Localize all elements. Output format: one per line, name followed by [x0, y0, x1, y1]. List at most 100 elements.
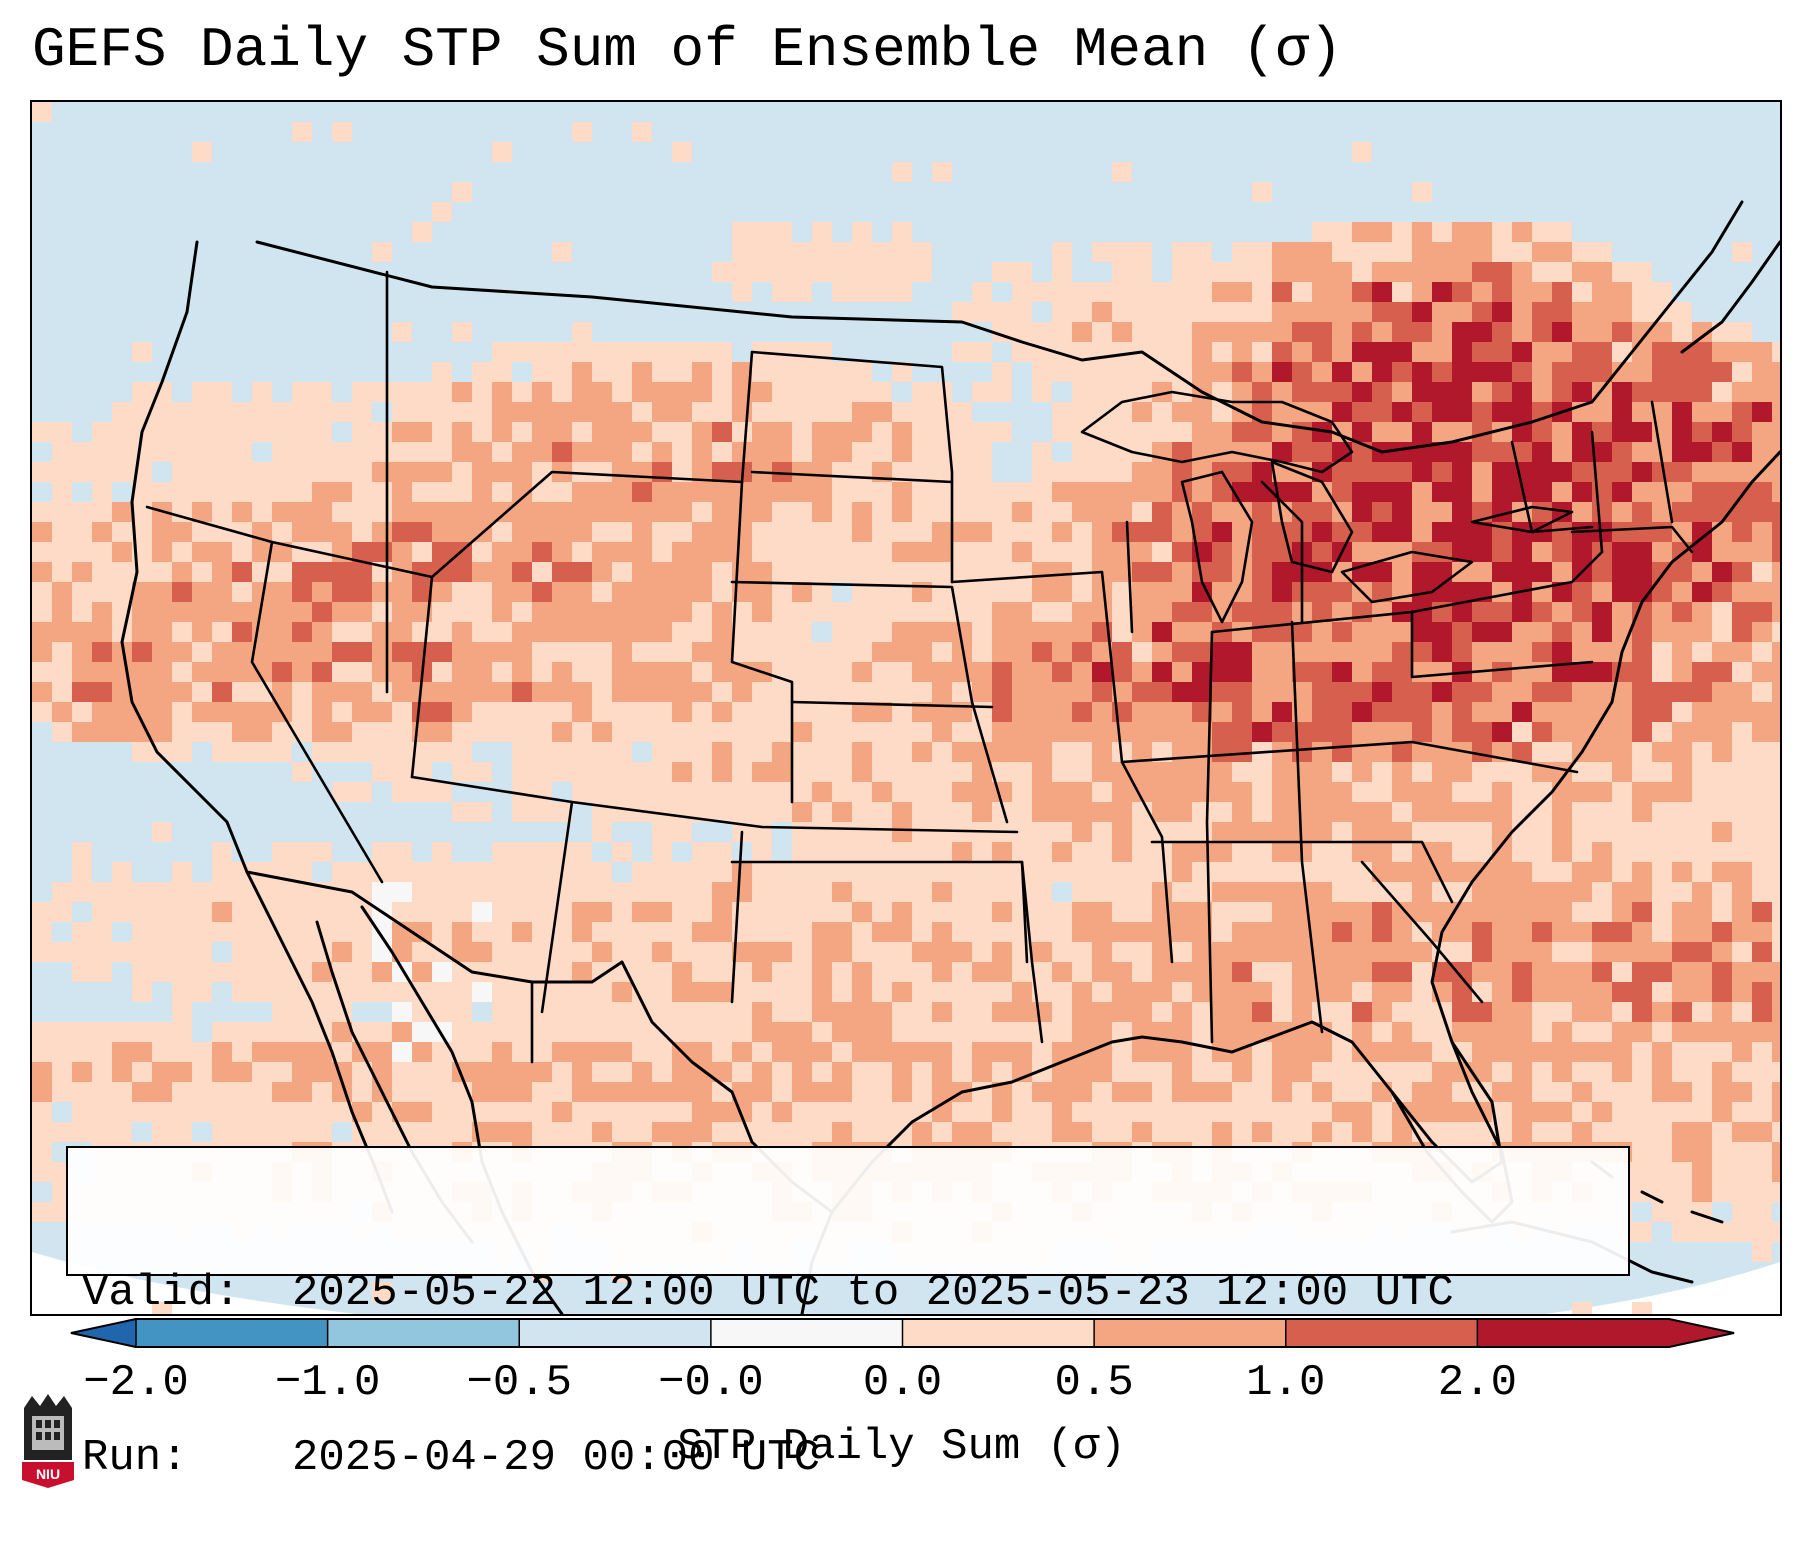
anomaly-cell [112, 582, 132, 602]
anomaly-cell [132, 482, 152, 502]
anomaly-cell [1552, 882, 1572, 902]
anomaly-cell [172, 482, 192, 502]
anomaly-cell [192, 722, 212, 742]
anomaly-cell [552, 802, 572, 822]
anomaly-cell [472, 862, 492, 882]
anomaly-cell [1272, 1002, 1292, 1022]
anomaly-cell [472, 602, 492, 622]
anomaly-cell [1492, 402, 1512, 422]
anomaly-cell [1332, 1022, 1352, 1042]
anomaly-cell [1672, 1062, 1692, 1082]
anomaly-cell [692, 502, 712, 522]
anomaly-cell [1452, 482, 1472, 502]
anomaly-cell [1712, 402, 1732, 422]
anomaly-cell [1732, 642, 1752, 662]
anomaly-cell [492, 342, 512, 362]
anomaly-cell [1192, 722, 1212, 742]
anomaly-cell [172, 902, 192, 922]
anomaly-cell [1012, 622, 1032, 642]
anomaly-cell [712, 862, 732, 882]
anomaly-cell [732, 722, 752, 742]
anomaly-cell [312, 642, 332, 662]
anomaly-cell [912, 1122, 932, 1142]
anomaly-cell [452, 1022, 472, 1042]
anomaly-cell [372, 542, 392, 562]
anomaly-cell [792, 1082, 812, 1102]
anomaly-cell [1052, 482, 1072, 502]
anomaly-cell [1512, 662, 1532, 682]
anomaly-cell [712, 602, 732, 622]
anomaly-cell [1732, 862, 1752, 882]
anomaly-cell [1732, 322, 1752, 342]
anomaly-cell [1632, 782, 1652, 802]
anomaly-cell [1612, 782, 1632, 802]
anomaly-cell [1412, 642, 1432, 662]
anomaly-cell [1772, 1162, 1780, 1182]
valid-time-row: Valid: 2025-05-22 12:00 UTC to 2025-05-23… [82, 1266, 1614, 1321]
anomaly-cell [552, 922, 572, 942]
anomaly-cell [352, 602, 372, 622]
anomaly-cell [1692, 1082, 1712, 1102]
anomaly-cell [972, 562, 992, 582]
anomaly-cell [892, 362, 912, 382]
anomaly-cell [692, 622, 712, 642]
anomaly-cell [1212, 402, 1232, 422]
anomaly-cell [1752, 602, 1772, 622]
anomaly-cell [1312, 1102, 1332, 1122]
anomaly-cell [712, 342, 732, 362]
anomaly-cell [1372, 922, 1392, 942]
anomaly-cell [1632, 262, 1652, 282]
anomaly-cell [1052, 462, 1072, 482]
anomaly-cell [1512, 1102, 1532, 1122]
anomaly-cell [1232, 1002, 1252, 1022]
anomaly-cell [172, 562, 192, 582]
anomaly-cell [32, 1102, 52, 1122]
anomaly-cell [1532, 702, 1552, 722]
anomaly-cell [132, 662, 152, 682]
anomaly-cell [612, 1102, 632, 1122]
anomaly-cell [792, 682, 812, 702]
anomaly-cell [372, 662, 392, 682]
anomaly-cell [1572, 602, 1592, 622]
anomaly-cell [572, 562, 592, 582]
anomaly-cell [912, 802, 932, 822]
anomaly-cell [1112, 682, 1132, 702]
anomaly-cell [1332, 582, 1352, 602]
anomaly-cell [1092, 502, 1112, 522]
anomaly-cell [692, 962, 712, 982]
anomaly-cell [1652, 522, 1672, 542]
anomaly-cell [52, 722, 72, 742]
anomaly-cell [1372, 1062, 1392, 1082]
anomaly-cell [632, 1022, 652, 1042]
anomaly-cell [392, 562, 412, 582]
anomaly-cell [1372, 402, 1392, 422]
anomaly-cell [852, 722, 872, 742]
anomaly-cell [1652, 362, 1672, 382]
anomaly-cell [1652, 882, 1672, 902]
anomaly-cell [1592, 942, 1612, 962]
anomaly-cell [1312, 482, 1332, 502]
anomaly-cell [472, 882, 492, 902]
anomaly-cell [1152, 782, 1172, 802]
anomaly-cell [632, 442, 652, 462]
anomaly-cell [452, 982, 472, 1002]
anomaly-cell [32, 622, 52, 642]
anomaly-cell [1672, 362, 1692, 382]
anomaly-cell [552, 882, 572, 902]
anomaly-cell [512, 742, 532, 762]
anomaly-cell [1172, 862, 1192, 882]
anomaly-cell [1492, 882, 1512, 902]
anomaly-cell [1452, 702, 1472, 722]
anomaly-cell [1432, 782, 1452, 802]
anomaly-cell [872, 942, 892, 962]
anomaly-cell [712, 382, 732, 402]
anomaly-cell [1592, 682, 1612, 702]
anomaly-cell [832, 602, 852, 622]
anomaly-cell [292, 442, 312, 462]
anomaly-cell [1652, 282, 1672, 302]
anomaly-cell [1312, 442, 1332, 462]
anomaly-cell [592, 1102, 612, 1122]
anomaly-cell [212, 662, 232, 682]
anomaly-cell [152, 402, 172, 422]
anomaly-cell [492, 922, 512, 942]
